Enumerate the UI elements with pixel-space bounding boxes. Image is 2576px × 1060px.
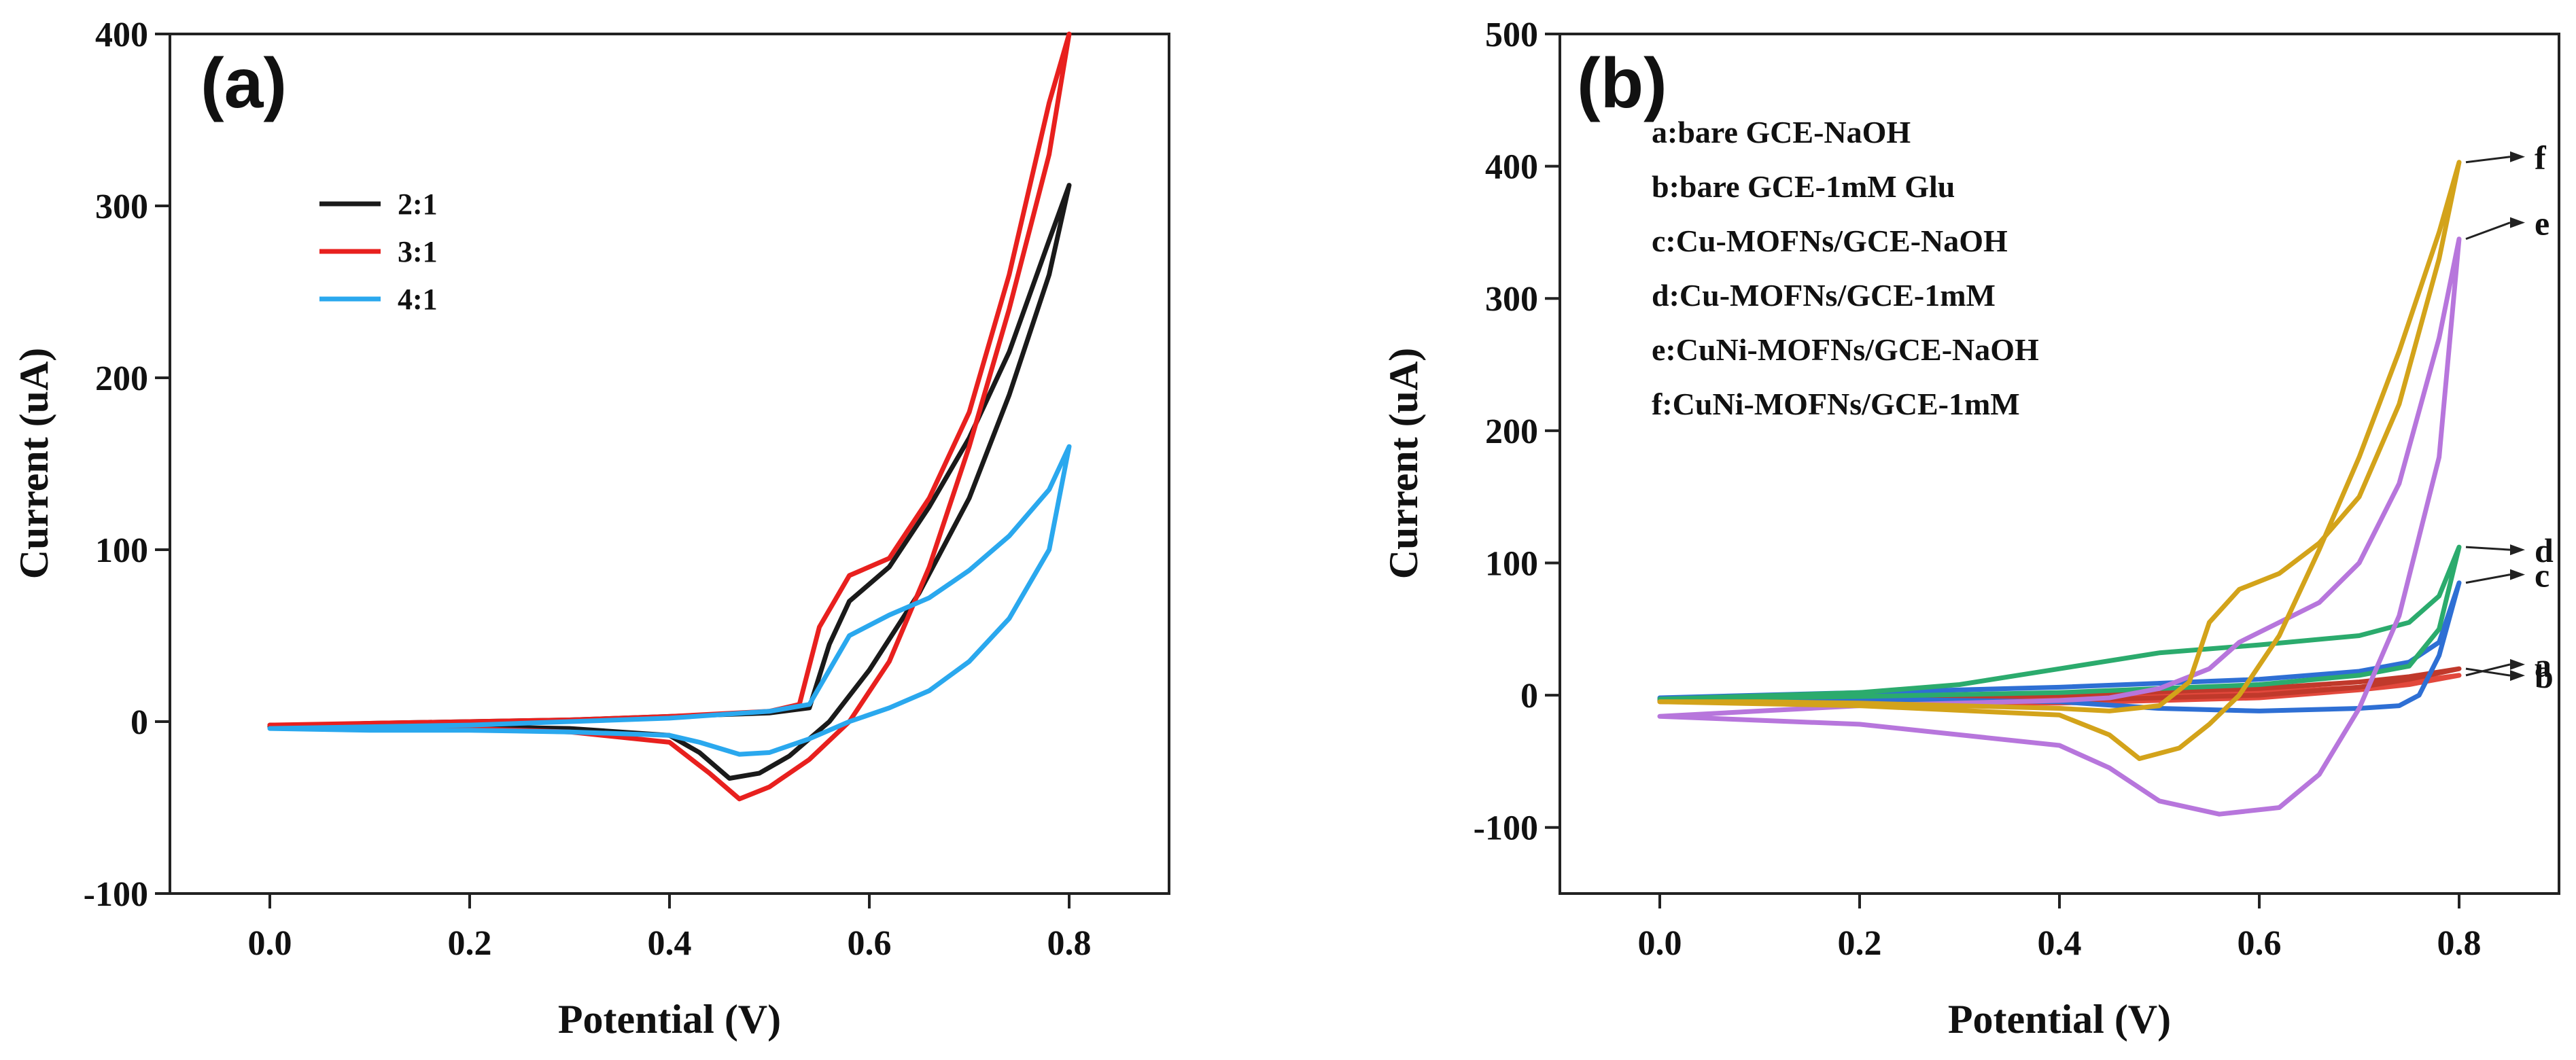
curve-tag-c: c [2535, 556, 2549, 595]
curve-tag-d: d [2535, 531, 2554, 569]
y-tick-label: 500 [1485, 16, 1538, 54]
curve-tag-arrow-c [2465, 573, 2511, 584]
legend-entry-a: a:bare GCE-NaOH [1652, 115, 1911, 149]
curve-tag-arrowhead-e [2510, 217, 2525, 228]
legend-label-3-1: 3:1 [398, 235, 438, 268]
series-line-f [1657, 160, 2462, 761]
x-tick-label: 0.6 [848, 924, 892, 963]
curve-tag-arrowhead-f [2510, 151, 2525, 162]
chart-b-legend: a:bare GCE-NaOH b:bare GCE-1mM Glu c:Cu-… [1652, 115, 2039, 421]
legend-entry-c: c:Cu-MOFNs/GCE-NaOH [1652, 224, 2008, 258]
x-tick-label: 0.0 [1638, 924, 1682, 963]
curve-tag-arrow-a [2465, 663, 2511, 677]
series-line-e [1657, 236, 2462, 817]
y-tick-label: 400 [1485, 148, 1538, 187]
chart-b-panel-label: (b) [1577, 44, 1667, 123]
curve-tag-arrow-f [2465, 156, 2511, 164]
chart-b-ticks [1545, 33, 2460, 908]
legend-entry-b: b:bare GCE-1mM Glu [1652, 169, 1955, 204]
chart-b-curve-tags: fe dc ba [2465, 139, 2554, 695]
legend-entry-f: f:CuNi-MOFNs/GCE-1mM [1652, 387, 2020, 421]
y-tick-label: -100 [84, 875, 148, 914]
series-line-c [1657, 580, 2462, 713]
chart-b-tick-labels: 0.0 0.2 0.4 0.6 0.8 -100 0 100 200 300 400 500 [1474, 16, 2482, 963]
curve-tag-b: b [2535, 657, 2554, 695]
chart-a-tick-labels: 0.0 0.2 0.4 0.6 0.8 -100 0 100 200 300 400 [84, 16, 1092, 963]
chart-b-x-axis-title: Potential (V) [1948, 997, 2171, 1042]
chart-a-ticks [155, 33, 1071, 908]
chart-b-series [1657, 160, 2462, 817]
chart-a: 0.0 0.2 0.4 0.6 0.8 -100 0 100 200 300 400 (a) Pot… [12, 16, 1170, 1042]
x-tick-label: 0.4 [648, 924, 692, 963]
chart-a-y-axis-title: Current (uA) [12, 348, 56, 580]
y-tick-label: 200 [1485, 412, 1538, 451]
curve-tag-arrow-e [2465, 222, 2511, 241]
chart-b-y-axis-title: Current (uA) [1381, 348, 1426, 580]
curve-tag-arrow-b [2465, 667, 2511, 677]
curve-tag-arrow-d [2465, 546, 2511, 551]
chart-a-series [267, 31, 1072, 802]
curve-tag-arrowhead-a [2510, 658, 2525, 670]
x-tick-label: 0.4 [2038, 924, 2082, 963]
x-tick-label: 0.6 [2238, 924, 2282, 963]
series-line-4-1 [267, 444, 1072, 757]
y-tick-label: 300 [1485, 280, 1538, 319]
y-tick-label: 0 [1520, 677, 1538, 716]
curve-tag-e: e [2535, 205, 2549, 243]
legend-entry-e: e:CuNi-MOFNs/GCE-NaOH [1652, 332, 2039, 367]
chart-a-legend: 2:1 3:1 4:1 [319, 188, 438, 316]
y-tick-label: 400 [95, 16, 148, 54]
chart-a-panel-label: (a) [201, 44, 287, 123]
legend-label-4-1: 4:1 [398, 283, 438, 316]
y-tick-label: 300 [95, 188, 148, 226]
x-tick-label: 0.8 [2437, 924, 2482, 963]
y-tick-label: 100 [95, 531, 148, 570]
x-tick-label: 0.0 [248, 924, 292, 963]
x-tick-label: 0.2 [1838, 924, 1882, 963]
curve-tag-f: f [2535, 139, 2547, 177]
x-tick-label: 0.2 [448, 924, 492, 963]
curve-tag-arrowhead-d [2510, 544, 2525, 556]
legend-entry-d: d:Cu-MOFNs/GCE-1mM [1652, 278, 1996, 313]
curve-tag-arrowhead-c [2510, 569, 2525, 580]
y-tick-label: 100 [1485, 544, 1538, 583]
chart-a-x-axis-title: Potential (V) [558, 997, 781, 1042]
y-tick-label: -100 [1474, 809, 1538, 848]
y-tick-label: 200 [95, 359, 148, 398]
curve-tag-a: a [2535, 646, 2552, 684]
x-tick-label: 0.8 [1047, 924, 1092, 963]
series-line-d [1657, 544, 2462, 702]
y-tick-label: 0 [130, 703, 148, 742]
curve-tag-arrowhead-b [2510, 670, 2525, 682]
legend-label-2-1: 2:1 [398, 188, 438, 221]
